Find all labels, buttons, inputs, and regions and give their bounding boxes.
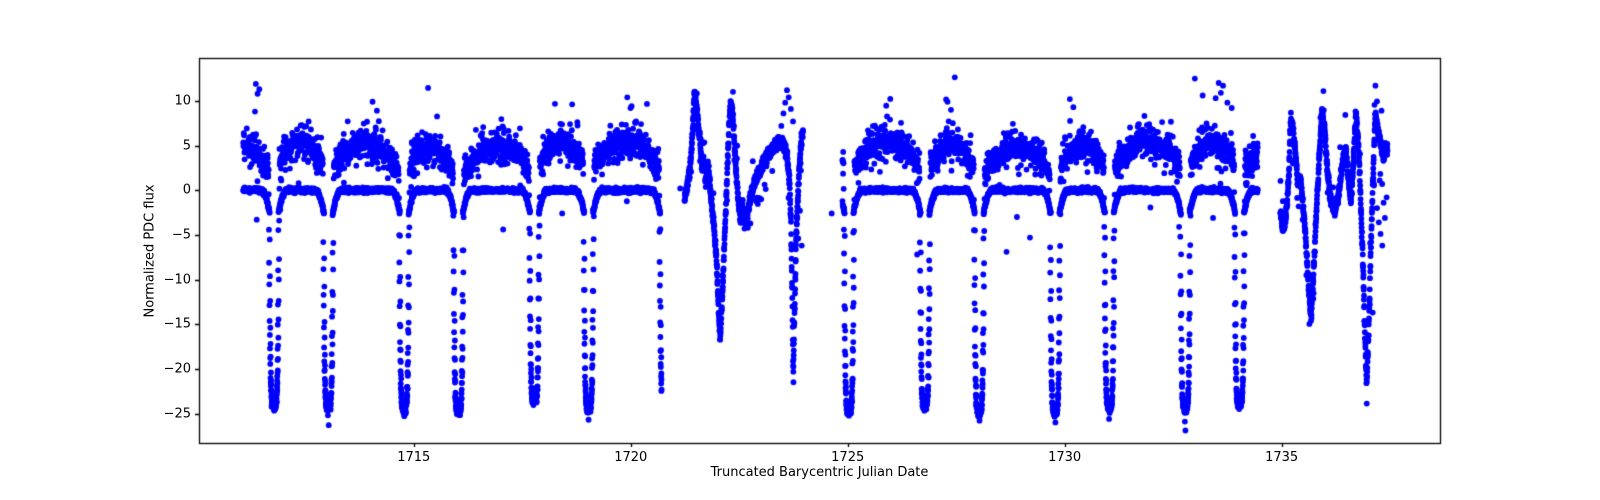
x-tick-label: 1715 [397, 450, 431, 465]
y-tick-label: −10 [163, 272, 191, 288]
y-tick-label: −5 [171, 227, 191, 243]
x-tick-label: 1730 [1048, 450, 1082, 465]
y-tick-label: −25 [163, 406, 191, 422]
y-axis-label: Normalized PDC flux [142, 183, 158, 318]
x-tick-label: 1720 [614, 450, 648, 465]
y-tick-label: 0 [182, 182, 191, 198]
y-tick-label: −15 [163, 316, 191, 332]
x-axis-label: Truncated Barycentric Julian Date [710, 465, 929, 480]
y-tick-label: 5 [182, 138, 191, 154]
x-tick-label: 1725 [831, 450, 865, 465]
y-tick-label: −20 [163, 361, 191, 377]
x-tick-label: 1735 [1265, 450, 1299, 465]
y-tick-label: 10 [174, 93, 191, 109]
